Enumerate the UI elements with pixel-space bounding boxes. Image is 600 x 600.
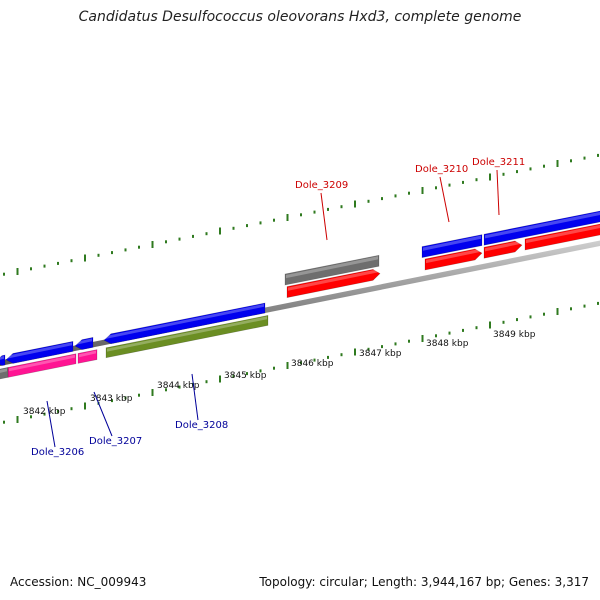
feature-highlight [286,256,378,279]
label-leader-line [320,192,328,241]
feature-highlight [9,354,75,372]
accession-text: Accession: NC_009943 [10,575,147,589]
feature-highlight [526,224,600,244]
feature-highlight [485,240,521,252]
gene-label: Dole_3206 [31,447,84,458]
feature-highlight [0,368,7,373]
kbp-label: 3848 kbp [426,339,469,349]
feature-highlight [485,211,600,239]
forward-cds-feature [424,248,483,271]
feature-highlight [426,248,481,264]
gene-label: Dole_3210 [415,164,468,175]
label-leader-line [496,169,500,216]
reverse-cds-feature [77,349,98,364]
feature-highlight [105,304,264,339]
kbp-label: 3845 kbp [224,371,267,381]
gene-label: Dole_3211 [472,157,525,168]
feature-highlight [76,338,92,345]
feature-highlight [288,269,379,291]
forward-cds-feature [524,223,600,251]
kbp-label: 3843 kbp [90,394,133,404]
tick-layer [3,153,599,424]
feature-highlight [0,356,4,360]
feature-highlight [7,342,72,359]
label-leader-line [46,400,56,448]
forward-gene-feature [421,234,483,258]
gene-label: Dole_3207 [89,436,142,447]
reverse-gene-feature [5,341,74,364]
map-title: Candidatus Desulfococcus oleovorans Hxd3… [78,9,522,25]
reverse-cds-feature [105,315,269,359]
gene-label: Dole_3209 [295,180,348,191]
forward-cds-feature [483,240,523,259]
label-leader-line [439,176,450,223]
reverse-cds-feature [0,367,9,380]
kbp-label: 3849 kbp [493,330,536,340]
feature-highlight [107,316,267,352]
kbp-label: 3842 kbp [23,407,66,417]
kbp-label-layer: 3842 kbp 3843 kbp 3844 kbp 3845 kbp 3846… [23,330,536,417]
reverse-gene-feature [74,337,94,350]
feature-layer [0,210,600,380]
feature-highlight [423,235,481,251]
kbp-label: 3846 kbp [291,359,334,369]
reverse-gene-feature [103,302,266,345]
gene-label-layer: Dole_3209 Dole_3210 Dole_3211 Dole_3206 … [31,157,525,458]
forward-gene-feature [284,254,380,286]
label-leader-line [191,373,199,421]
gene-label: Dole_3208 [175,420,228,431]
forward-cds-feature [286,269,381,298]
kbp-label: 3847 kbp [359,349,402,359]
forward-gene-feature [483,210,600,246]
feature-highlight [79,350,96,358]
kbp-label: 3844 kbp [157,381,200,391]
genome-summary-text: Topology: circular; Length: 3,944,167 bp… [259,575,589,589]
reverse-gene-feature [0,354,6,366]
label-leader-line [93,391,113,437]
